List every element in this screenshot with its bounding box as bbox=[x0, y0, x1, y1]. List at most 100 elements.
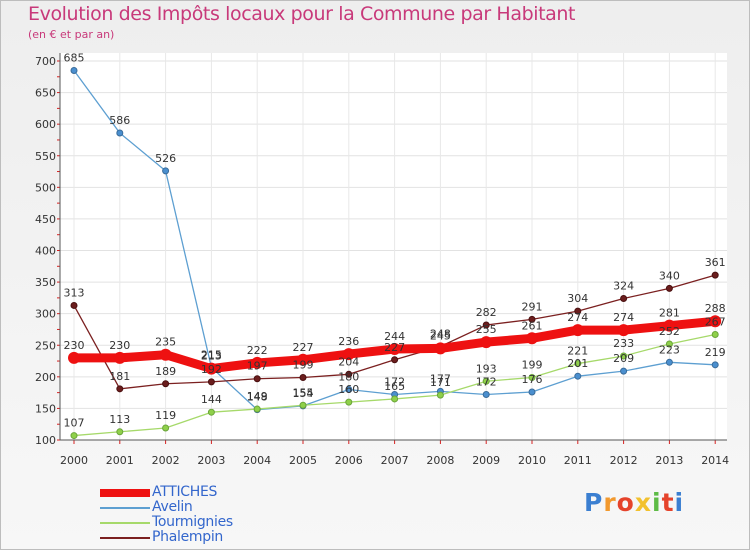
legend-label-atti: ATTICHES bbox=[152, 484, 218, 500]
data-point-atti bbox=[297, 353, 309, 366]
data-label-phalempin: 192 bbox=[201, 363, 222, 376]
data-label-atti: 222 bbox=[247, 344, 268, 357]
data-point-atti bbox=[342, 348, 355, 361]
y-tick-label: 650 bbox=[35, 87, 56, 100]
data-label-tourmignies: 113 bbox=[109, 413, 130, 426]
y-tick-label: 600 bbox=[35, 118, 56, 131]
data-point-phalempin bbox=[665, 284, 673, 292]
data-point-atti bbox=[251, 356, 264, 369]
data-point-atti bbox=[388, 343, 401, 356]
data-label-atti: 235 bbox=[155, 336, 176, 349]
data-label-tourmignies: 193 bbox=[476, 362, 497, 375]
data-label-atti: 288 bbox=[705, 302, 726, 315]
x-tick-label: 2003 bbox=[197, 454, 225, 467]
data-label-avelin: 154 bbox=[293, 387, 314, 400]
y-tick-label: 450 bbox=[35, 213, 56, 226]
data-label-atti: 261 bbox=[522, 319, 543, 332]
data-label-tourmignies: 155 bbox=[293, 386, 314, 399]
x-tick-label: 2004 bbox=[243, 454, 271, 467]
data-label-phalempin: 248 bbox=[430, 328, 451, 341]
data-point-tourmignies bbox=[70, 432, 78, 440]
data-label-avelin: 586 bbox=[109, 114, 130, 127]
data-label-phalempin: 291 bbox=[522, 300, 543, 313]
x-tick-label: 2014 bbox=[701, 454, 729, 467]
data-point-atti bbox=[434, 342, 447, 355]
y-tick-label: 500 bbox=[35, 181, 56, 194]
data-label-tourmignies: 171 bbox=[430, 376, 451, 389]
x-tick-label: 2000 bbox=[60, 454, 88, 467]
x-tick-label: 2009 bbox=[472, 454, 500, 467]
data-point-phalempin bbox=[253, 375, 261, 383]
data-label-phalempin: 181 bbox=[109, 370, 130, 383]
data-label-atti: 245 bbox=[430, 329, 451, 342]
legend-label-tourmignies: Tourmignies bbox=[152, 514, 233, 530]
data-point-tourmignies bbox=[528, 373, 536, 381]
proxiti-logo[interactable]: Proxiti bbox=[584, 488, 684, 517]
data-point-atti bbox=[617, 324, 630, 337]
data-label-atti: 274 bbox=[613, 311, 634, 324]
data-point-avelin bbox=[528, 388, 536, 396]
data-label-avelin: 172 bbox=[476, 376, 497, 389]
data-label-tourmignies: 267 bbox=[705, 316, 726, 329]
data-label-tourmignies: 233 bbox=[613, 337, 634, 350]
data-label-avelin: 223 bbox=[659, 343, 680, 356]
data-point-tourmignies bbox=[574, 360, 582, 368]
data-label-atti: 230 bbox=[109, 339, 130, 352]
data-point-phalempin bbox=[299, 373, 307, 381]
data-point-phalempin bbox=[116, 385, 124, 393]
data-point-atti bbox=[205, 362, 218, 375]
data-label-avelin: 685 bbox=[64, 51, 85, 64]
y-tick-label: 150 bbox=[35, 402, 56, 415]
chart-title: Evolution des Impôts locaux pour la Comm… bbox=[28, 3, 576, 25]
data-point-phalempin bbox=[391, 356, 399, 364]
data-label-atti: 213 bbox=[201, 350, 222, 363]
data-label-atti: 281 bbox=[659, 307, 680, 320]
y-tick-label: 100 bbox=[35, 434, 56, 447]
data-label-phalempin: 204 bbox=[338, 355, 359, 368]
data-point-tourmignies bbox=[253, 405, 261, 413]
data-label-avelin: 201 bbox=[567, 357, 588, 370]
data-point-avelin bbox=[711, 361, 719, 369]
data-point-tourmignies bbox=[482, 377, 490, 385]
data-label-avelin: 180 bbox=[338, 370, 359, 383]
data-point-phalempin bbox=[162, 380, 170, 388]
data-label-avelin: 177 bbox=[430, 372, 451, 385]
legend-label-phalempin: Phalempin bbox=[152, 529, 223, 545]
data-point-phalempin bbox=[70, 301, 78, 309]
data-point-avelin bbox=[345, 385, 353, 393]
logo-letter: t bbox=[661, 488, 675, 517]
data-point-avelin bbox=[116, 129, 124, 137]
data-label-tourmignies: 199 bbox=[522, 358, 543, 371]
data-point-atti bbox=[480, 336, 493, 349]
data-point-phalempin bbox=[574, 307, 582, 315]
data-point-tourmignies bbox=[162, 424, 170, 432]
data-point-tourmignies bbox=[436, 391, 444, 399]
data-label-avelin: 209 bbox=[613, 352, 634, 365]
data-point-avelin bbox=[162, 167, 170, 175]
data-label-avelin: 176 bbox=[522, 373, 543, 386]
data-point-atti bbox=[571, 324, 584, 337]
logo-letter: P bbox=[584, 488, 604, 517]
data-point-tourmignies bbox=[665, 340, 673, 348]
data-point-atti bbox=[113, 351, 126, 364]
data-point-tourmignies bbox=[207, 408, 215, 416]
data-point-tourmignies bbox=[391, 395, 399, 403]
data-label-phalempin: 282 bbox=[476, 306, 497, 319]
x-tick-label: 2013 bbox=[655, 454, 683, 467]
data-label-avelin: 215 bbox=[201, 348, 222, 361]
data-label-tourmignies: 119 bbox=[155, 409, 176, 422]
data-point-tourmignies bbox=[299, 401, 307, 409]
data-point-avelin bbox=[665, 358, 673, 366]
logo-letter: o bbox=[616, 488, 635, 517]
x-tick-label: 2012 bbox=[610, 454, 638, 467]
data-label-phalempin: 227 bbox=[384, 341, 405, 354]
x-tick-label: 2006 bbox=[335, 454, 363, 467]
data-point-tourmignies bbox=[620, 352, 628, 360]
data-label-tourmignies: 107 bbox=[64, 417, 85, 430]
logo-letter: x bbox=[634, 488, 652, 517]
logo-letter: i bbox=[652, 488, 662, 517]
data-point-atti bbox=[663, 319, 676, 332]
data-point-avelin bbox=[620, 367, 628, 375]
data-label-phalempin: 313 bbox=[64, 286, 85, 299]
